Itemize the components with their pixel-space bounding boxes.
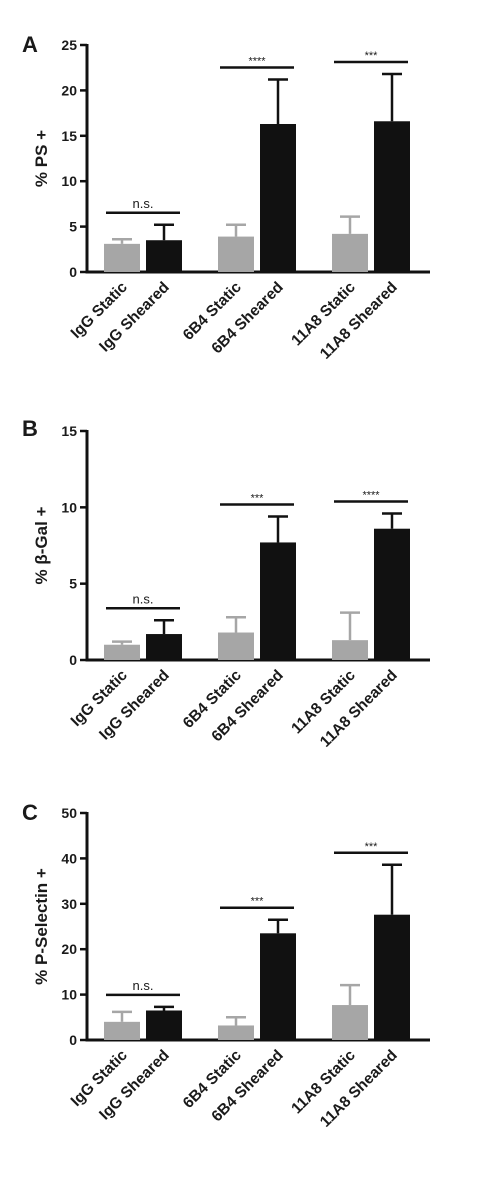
y-axis-label: % β-Gal + bbox=[32, 506, 51, 584]
y-tick-label: 0 bbox=[69, 1032, 77, 1048]
bar-11a8-static bbox=[332, 1005, 368, 1040]
y-tick-label: 15 bbox=[61, 423, 77, 439]
y-tick-label: 25 bbox=[61, 37, 77, 53]
y-tick-label: 5 bbox=[69, 219, 77, 235]
y-tick-label: 0 bbox=[69, 264, 77, 280]
bar-igg-sheared bbox=[146, 634, 182, 660]
significance-label: n.s. bbox=[133, 978, 154, 993]
bar-6b4-static bbox=[218, 632, 254, 660]
x-tick-label: 11A8 Sheared bbox=[317, 667, 401, 751]
x-tick-label: 11A8 Sheared bbox=[317, 1047, 401, 1131]
y-tick-label: 40 bbox=[61, 850, 77, 866]
bar-igg-sheared bbox=[146, 240, 182, 272]
y-tick-label: 0 bbox=[69, 652, 77, 668]
significance-label: n.s. bbox=[133, 591, 154, 606]
y-axis-label: % PS + bbox=[32, 130, 51, 187]
bar-6b4-static bbox=[218, 236, 254, 272]
y-tick-label: 10 bbox=[61, 173, 77, 189]
y-tick-label: 30 bbox=[61, 896, 77, 912]
y-tick-label: 20 bbox=[61, 941, 77, 957]
bar-11a8-sheared bbox=[374, 528, 410, 660]
significance-label: *** bbox=[365, 841, 379, 853]
bar-igg-sheared bbox=[146, 1010, 182, 1040]
significance-label: **** bbox=[362, 489, 380, 501]
bar-11a8-static bbox=[332, 640, 368, 660]
significance-label: *** bbox=[365, 50, 379, 62]
y-tick-label: 20 bbox=[61, 82, 77, 98]
bar-6b4-sheared bbox=[260, 933, 296, 1040]
significance-label: *** bbox=[251, 492, 265, 504]
bar-6b4-static bbox=[218, 1025, 254, 1040]
y-tick-label: 50 bbox=[61, 805, 77, 821]
panel-letter: C bbox=[22, 800, 38, 825]
x-tick-label: 11A8 Sheared bbox=[317, 279, 401, 363]
bar-11a8-sheared bbox=[374, 914, 410, 1040]
significance-label: n.s. bbox=[133, 196, 154, 211]
y-tick-label: 10 bbox=[61, 499, 77, 515]
significance-label: *** bbox=[251, 896, 265, 908]
significance-label: **** bbox=[248, 56, 266, 68]
bar-11a8-static bbox=[332, 233, 368, 272]
y-axis-label: % P-Selectin + bbox=[32, 868, 51, 985]
bar-igg-static bbox=[104, 1021, 140, 1040]
y-tick-label: 10 bbox=[61, 987, 77, 1003]
bar-6b4-sheared bbox=[260, 123, 296, 272]
y-tick-label: 5 bbox=[69, 576, 77, 592]
panel-letter: A bbox=[22, 32, 38, 57]
y-tick-label: 15 bbox=[61, 128, 77, 144]
bar-igg-static bbox=[104, 644, 140, 660]
bar-6b4-sheared bbox=[260, 542, 296, 660]
bar-11a8-sheared bbox=[374, 121, 410, 272]
bar-igg-static bbox=[104, 243, 140, 272]
panel-letter: B bbox=[22, 416, 38, 441]
